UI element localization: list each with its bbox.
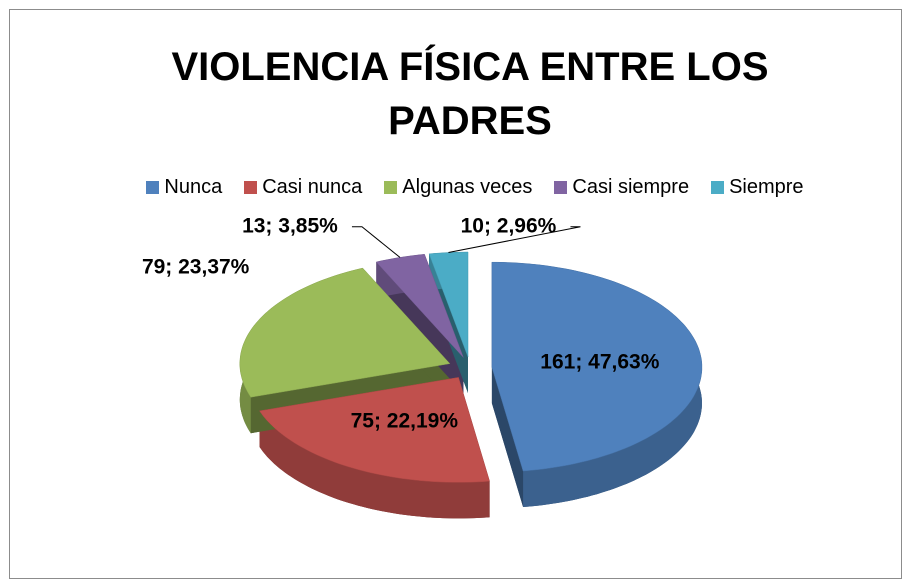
legend-swatch — [384, 181, 398, 194]
legend-label: Casi nunca — [262, 176, 363, 198]
legend: Nunca Casi nunca Algunas veces Casi siempre… — [60, 176, 890, 199]
slice — [375, 254, 464, 358]
slice — [259, 377, 490, 483]
slice-edge — [491, 367, 524, 507]
leader-line — [351, 226, 401, 258]
legend-label: Siempre — [729, 176, 804, 198]
legend-item: Casi siempre — [554, 176, 689, 199]
data-label: 13; 3,85% — [242, 214, 338, 237]
legend-label: Nunca — [164, 176, 223, 198]
legend-label: Casi siempre — [572, 176, 690, 198]
legend-swatch — [711, 181, 725, 194]
chart-title: VIOLENCIA FÍSICA ENTRE LOS PADRES — [171, 45, 769, 143]
data-label: 10; 2,96% — [461, 214, 557, 237]
slice — [239, 267, 451, 398]
data-label: 79; 23,37% — [142, 255, 250, 278]
leader-line — [448, 226, 581, 253]
legend-swatch — [244, 181, 258, 194]
legend-item: Casi nunca — [244, 176, 362, 199]
legend-item: Siempre — [711, 176, 804, 199]
slice — [491, 261, 703, 472]
slice-tops — [239, 251, 703, 483]
legend-item: Nunca — [146, 176, 222, 199]
data-labels: 161; 47,63% 75; 22,19% 79; 23,37% 13; 3,85%… — [142, 214, 660, 432]
legend-item: Algunas veces — [384, 176, 532, 199]
legend-swatch — [146, 181, 160, 194]
legend-swatch — [554, 181, 568, 194]
data-label: 75; 22,19% — [351, 409, 459, 432]
data-label: 161; 47,63% — [540, 351, 659, 374]
legend-label: Algunas veces — [402, 176, 533, 198]
slice-wall — [259, 410, 490, 519]
